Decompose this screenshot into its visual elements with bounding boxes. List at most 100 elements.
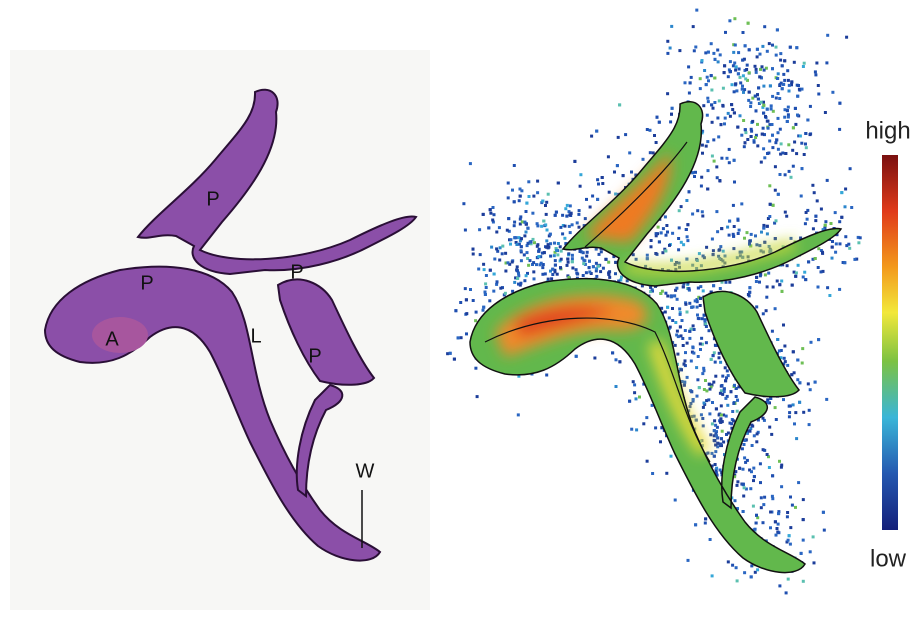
signal-pixel xyxy=(555,249,558,252)
signal-pixel xyxy=(685,258,688,261)
signal-pixel xyxy=(656,116,659,119)
signal-pixel xyxy=(595,275,598,278)
signal-pixel xyxy=(719,287,722,290)
signal-pixel xyxy=(769,526,772,529)
signal-pixel xyxy=(714,463,717,466)
signal-pixel xyxy=(707,100,710,103)
signal-pixel xyxy=(679,325,682,328)
signal-pixel xyxy=(482,309,485,312)
signal-pixel xyxy=(472,299,475,302)
signal-pixel xyxy=(579,173,582,176)
signal-pixel xyxy=(744,77,747,80)
signal-pixel xyxy=(675,287,678,290)
signal-pixel xyxy=(811,184,814,187)
signal-pixel xyxy=(802,276,805,279)
signal-pixel xyxy=(760,231,763,234)
signal-pixel xyxy=(768,42,771,45)
signal-pixel xyxy=(513,281,516,284)
signal-pixel xyxy=(724,117,727,120)
signal-pixel xyxy=(501,252,504,255)
signal-pixel xyxy=(696,314,699,317)
signal-pixel xyxy=(815,62,818,65)
signal-pixel xyxy=(599,270,602,273)
signal-pixel xyxy=(775,219,778,222)
signal-pixel xyxy=(716,117,719,120)
signal-pixel xyxy=(697,287,700,290)
signal-pixel xyxy=(604,258,607,261)
signal-pixel xyxy=(614,272,617,275)
signal-pixel xyxy=(720,227,723,230)
signal-pixel xyxy=(759,274,762,277)
signal-pixel xyxy=(733,384,736,387)
signal-pixel xyxy=(731,83,734,86)
signal-pixel xyxy=(755,305,758,308)
signal-pixel xyxy=(755,276,758,279)
signal-pixel xyxy=(674,344,677,347)
signal-pixel xyxy=(713,160,716,163)
signal-pixel xyxy=(786,109,789,112)
signal-pixel xyxy=(763,449,766,452)
signal-pixel xyxy=(784,173,787,176)
signal-pixel xyxy=(620,276,623,279)
signal-pixel xyxy=(706,76,709,79)
signal-pixel xyxy=(646,460,649,463)
signal-pixel xyxy=(728,161,731,164)
signal-pixel xyxy=(716,176,719,179)
signal-pixel xyxy=(781,64,784,67)
signal-pixel xyxy=(789,46,792,49)
signal-pixel xyxy=(817,93,820,96)
signal-pixel xyxy=(489,269,492,272)
signal-pixel xyxy=(735,566,738,569)
signal-pixel xyxy=(701,210,704,213)
signal-pixel xyxy=(718,248,721,251)
signal-pixel xyxy=(570,212,573,215)
signal-pixel xyxy=(674,321,677,324)
signal-pixel xyxy=(801,347,804,350)
signal-pixel xyxy=(702,406,705,409)
tissue-label: P xyxy=(290,261,303,283)
signal-pixel xyxy=(715,407,718,410)
signal-pixel xyxy=(793,422,796,425)
signal-pixel xyxy=(754,65,757,68)
signal-pixel xyxy=(509,243,512,246)
signal-pixel xyxy=(822,511,825,514)
signal-pixel xyxy=(633,383,636,386)
signal-pixel xyxy=(831,246,834,249)
signal-pixel xyxy=(799,135,802,138)
signal-pixel xyxy=(677,335,680,338)
signal-pixel xyxy=(843,261,846,264)
signal-pixel xyxy=(763,25,766,28)
signal-pixel xyxy=(804,132,807,135)
signal-pixel xyxy=(525,210,528,213)
signal-pixel xyxy=(630,171,633,174)
signal-pixel xyxy=(710,103,713,106)
signal-pixel xyxy=(814,381,817,384)
signal-pixel xyxy=(560,258,563,261)
signal-pixel xyxy=(712,284,715,287)
signal-pixel xyxy=(831,91,834,94)
signal-pixel xyxy=(762,417,765,420)
signal-pixel xyxy=(786,364,789,367)
signal-pixel xyxy=(523,279,526,282)
signal-pixel xyxy=(721,375,724,378)
signal-pixel xyxy=(507,261,510,264)
signal-pixel xyxy=(678,49,681,52)
signal-pixel xyxy=(740,202,743,205)
signal-pixel xyxy=(708,412,711,415)
signal-pixel xyxy=(784,152,787,155)
signal-pixel xyxy=(666,52,669,55)
signal-pixel xyxy=(774,237,777,240)
signal-pixel xyxy=(544,204,547,207)
signal-pixel xyxy=(482,213,485,216)
signal-pixel xyxy=(728,220,731,223)
signal-pixel xyxy=(742,74,745,77)
tissue-label: P xyxy=(308,345,321,367)
signal-pixel xyxy=(551,268,554,271)
signal-pixel xyxy=(737,51,740,54)
signal-pixel xyxy=(482,263,485,266)
signal-pixel xyxy=(785,591,788,594)
signal-pixel xyxy=(628,400,631,403)
colorbar-high-label: high xyxy=(865,117,910,144)
signal-pixel xyxy=(726,157,729,160)
signal-pixel xyxy=(808,409,811,412)
